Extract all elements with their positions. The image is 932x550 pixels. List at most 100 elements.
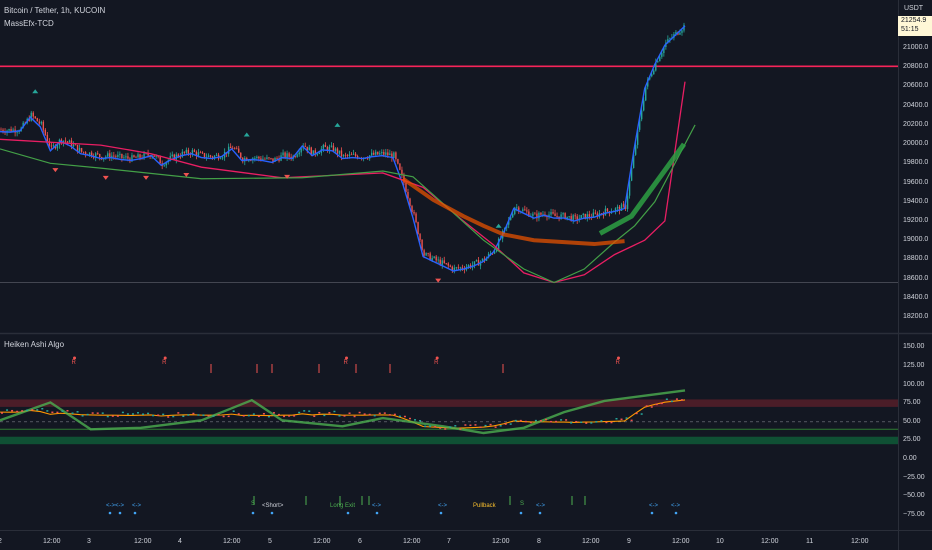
ha-candle <box>403 415 406 418</box>
osc-axis-tick: 125.00 <box>903 361 925 369</box>
candle-body <box>356 156 359 159</box>
candle-body <box>193 150 196 152</box>
candle-body <box>326 147 329 151</box>
price-axis-tick: 18200.0 <box>903 313 929 321</box>
candle-body <box>10 129 12 132</box>
time-axis-tick: 9 <box>627 538 631 545</box>
candle-body <box>389 153 391 156</box>
ha-candle <box>620 418 623 421</box>
candle-body <box>433 256 435 258</box>
ha-candle <box>444 428 447 430</box>
candle-body <box>582 213 584 215</box>
signal-diamond: <-> <box>438 503 448 509</box>
candle-body <box>90 152 93 157</box>
ha-candle <box>550 420 553 423</box>
candle-body <box>38 121 40 124</box>
candle-body <box>653 70 655 75</box>
candle-body <box>0 129 2 131</box>
candle-body <box>264 158 266 160</box>
candle-body <box>157 155 159 157</box>
time-axis-tick: 8 <box>537 538 541 545</box>
ha-candle <box>202 414 205 416</box>
candle-body <box>522 209 524 212</box>
candle-body <box>616 206 619 209</box>
candle-body <box>626 195 629 209</box>
ha-candle <box>439 427 442 429</box>
candle-body <box>570 216 572 221</box>
candle-body <box>169 156 171 160</box>
ha-candle <box>484 424 487 427</box>
ha-candle <box>519 419 522 422</box>
symbol-title[interactable]: Bitcoin / Tether, 1h, KUCOIN <box>4 6 106 15</box>
ha-candle <box>121 411 124 414</box>
ha-candle <box>373 414 376 417</box>
candle-body <box>596 213 599 217</box>
price-axis-tick: 20400.0 <box>903 101 929 109</box>
signal-dot <box>650 511 654 515</box>
candle-body <box>66 141 69 143</box>
candle-body <box>481 258 484 262</box>
oscillator-wave-green <box>0 389 686 435</box>
candle-body <box>630 168 633 181</box>
candle-body <box>391 153 393 158</box>
candle-body <box>272 158 274 162</box>
ha-candle <box>66 410 69 412</box>
ha-candle <box>232 410 235 412</box>
candle-body <box>173 154 175 160</box>
candle-body <box>443 260 445 264</box>
candle-body <box>614 208 617 212</box>
candle-body <box>346 155 349 156</box>
candle-body <box>284 152 286 158</box>
ha-candle <box>111 415 114 417</box>
time-axis-tick: 10 <box>716 538 724 545</box>
osc-axis-tick: 75.00 <box>903 399 921 407</box>
candle-body <box>109 153 111 159</box>
candle-body <box>113 155 115 157</box>
candle-body <box>330 145 333 147</box>
candle-body <box>314 150 317 155</box>
signal-long-exit-label: Long Exit <box>330 503 356 509</box>
ha-candle <box>474 424 477 426</box>
ha-candle <box>590 422 593 424</box>
candle-body <box>636 129 639 145</box>
candle-body <box>657 61 659 63</box>
ha-candle <box>680 399 683 401</box>
price-axis-tick: 20200.0 <box>903 120 929 128</box>
candle-body <box>405 182 407 193</box>
fast-ma-line <box>0 25 686 272</box>
osc-axis-tick: −50.00 <box>903 492 925 500</box>
candle-body <box>78 148 81 152</box>
candle-body <box>568 216 570 217</box>
indicator-label-masseFx[interactable]: MassEfx-TCD <box>4 19 54 28</box>
candle-body <box>542 214 544 216</box>
indicator-label-heiken[interactable]: Heiken Ashi Algo <box>4 340 65 349</box>
price-axis-tick: 21000.0 <box>903 44 929 52</box>
time-axis-tick: 2 <box>0 538 2 545</box>
candle-body <box>584 213 586 219</box>
candle-body <box>137 154 139 158</box>
candle-body <box>602 213 605 216</box>
time-axis-tick: 12:00 <box>492 538 510 545</box>
candle-body <box>371 152 373 156</box>
candle-body <box>215 154 218 156</box>
candle-body <box>105 156 107 158</box>
candle-body <box>516 207 518 209</box>
candle-body <box>256 156 258 159</box>
ha-candle <box>504 423 507 425</box>
candle-body <box>238 148 240 153</box>
ha-candle <box>615 417 618 420</box>
buy-signal-triangle <box>495 223 502 228</box>
candle-body <box>123 157 125 159</box>
buy-signal-triangle <box>32 89 39 94</box>
candle-body <box>352 153 355 155</box>
candle-body <box>336 148 339 154</box>
current-price-tag: 21254.9 51:15 <box>898 16 932 36</box>
candle-body <box>592 212 595 218</box>
candle-body <box>528 211 530 217</box>
osc-axis-tick: 100.00 <box>903 380 925 388</box>
candle-body <box>94 153 97 158</box>
ha-candle <box>298 411 301 414</box>
ha-candle <box>338 415 341 417</box>
price-axis-tick: 20600.0 <box>903 82 929 90</box>
